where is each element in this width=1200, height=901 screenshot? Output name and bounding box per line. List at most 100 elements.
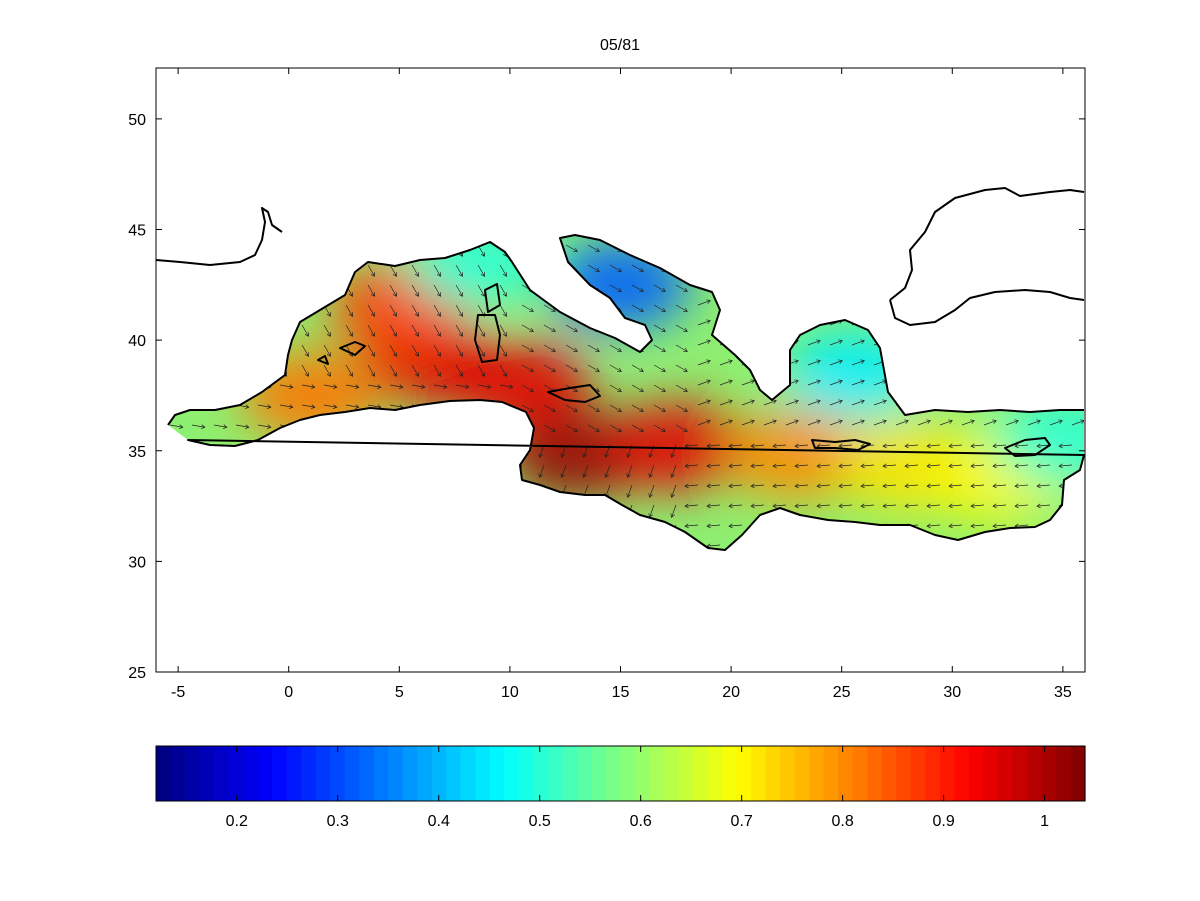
velocity-arrow bbox=[983, 399, 997, 406]
velocity-arrow bbox=[323, 524, 338, 530]
velocity-arrow bbox=[257, 364, 265, 377]
velocity-arrow bbox=[517, 544, 523, 550]
velocity-arrow bbox=[631, 404, 644, 412]
velocity-arrow bbox=[543, 264, 556, 272]
velocity-arrow bbox=[235, 284, 243, 297]
velocity-arrow bbox=[904, 503, 919, 509]
velocity-arrow bbox=[433, 324, 441, 337]
velocity-arrow bbox=[279, 264, 287, 277]
velocity-arrow bbox=[367, 484, 382, 490]
velocity-arrow bbox=[807, 279, 821, 286]
velocity-arrow bbox=[538, 504, 545, 518]
velocity-arrow bbox=[433, 524, 448, 530]
velocity-arrow bbox=[816, 543, 831, 549]
colorbar-segment bbox=[199, 746, 215, 801]
velocity-arrow bbox=[411, 424, 426, 430]
velocity-arrow bbox=[926, 503, 941, 509]
velocity-arrow bbox=[235, 324, 243, 337]
colorbar-segment bbox=[939, 746, 955, 801]
velocity-arrow bbox=[1005, 359, 1019, 366]
colorbar-segment bbox=[156, 746, 172, 801]
velocity-arrow bbox=[631, 284, 644, 292]
velocity-arrow bbox=[345, 244, 353, 257]
velocity-arrow bbox=[455, 344, 463, 357]
velocity-arrow bbox=[873, 239, 887, 246]
velocity-arrow bbox=[301, 244, 309, 257]
velocity-arrow bbox=[235, 264, 243, 277]
velocity-arrow bbox=[323, 324, 331, 337]
velocity-arrow bbox=[367, 264, 375, 277]
velocity-arrow bbox=[543, 404, 556, 412]
colorbar-frame bbox=[155, 745, 1086, 802]
colorbar-segment bbox=[185, 746, 201, 801]
velocity-arrow bbox=[433, 504, 448, 510]
velocity-arrow bbox=[684, 523, 699, 529]
colorbar-segment bbox=[1012, 746, 1028, 801]
colorbar-segment bbox=[562, 746, 578, 801]
velocity-arrow bbox=[367, 324, 375, 337]
velocity-arrow bbox=[719, 279, 733, 286]
colorbar-segment bbox=[925, 746, 941, 801]
velocity-arrow bbox=[345, 304, 353, 317]
velocity-arrow bbox=[477, 524, 492, 530]
velocity-arrow bbox=[895, 259, 909, 266]
velocity-arrow bbox=[560, 524, 567, 538]
velocity-arrow bbox=[1071, 419, 1084, 426]
velocity-arrow bbox=[807, 419, 821, 426]
colorbar-segment bbox=[693, 746, 709, 801]
velocity-arrow bbox=[587, 424, 600, 432]
velocity-arrow bbox=[684, 463, 699, 469]
velocity-arrow bbox=[538, 444, 545, 458]
velocity-arrow bbox=[785, 299, 799, 306]
velocity-arrow bbox=[433, 544, 448, 550]
velocity-arrow bbox=[345, 444, 360, 450]
velocity-arrow bbox=[807, 359, 821, 366]
mediterranean-coast bbox=[167, 234, 1085, 551]
velocity-arrow bbox=[565, 284, 578, 292]
velocity-arrow bbox=[1005, 259, 1019, 266]
velocity-arrow bbox=[477, 424, 492, 430]
velocity-arrow bbox=[631, 304, 644, 312]
velocity-arrow bbox=[948, 443, 963, 449]
velocity-arrow bbox=[582, 524, 589, 538]
velocity-arrow bbox=[648, 464, 655, 478]
velocity-arrow bbox=[741, 399, 755, 406]
velocity-arrow bbox=[169, 424, 184, 430]
velocity-arrow bbox=[213, 384, 228, 390]
colorbar-segment bbox=[388, 746, 404, 801]
velocity-arrow bbox=[1071, 379, 1084, 386]
velocity-arrow bbox=[653, 284, 666, 292]
velocity-arrow bbox=[301, 484, 316, 490]
velocity-arrow bbox=[882, 503, 897, 509]
velocity-arrow bbox=[851, 259, 865, 266]
velocity-arrow bbox=[961, 419, 975, 426]
velocity-arrow bbox=[970, 503, 985, 509]
velocity-arrow bbox=[587, 344, 600, 352]
velocity-arrow bbox=[367, 424, 382, 430]
velocity-arrow bbox=[213, 504, 228, 510]
velocity-arrow bbox=[829, 279, 843, 286]
velocity-arrow bbox=[728, 443, 743, 449]
velocity-arrow bbox=[499, 524, 514, 530]
velocity-arrow bbox=[587, 264, 600, 272]
velocity-arrow bbox=[279, 484, 294, 490]
velocity-arrow bbox=[411, 364, 419, 377]
velocity-arrow bbox=[433, 424, 448, 430]
velocity-arrow bbox=[587, 404, 600, 412]
velocity-arrow bbox=[697, 359, 711, 366]
velocity-arrow bbox=[706, 523, 721, 529]
velocity-arrow bbox=[873, 259, 887, 266]
black-sea-coast bbox=[889, 187, 1085, 326]
velocity-arrow bbox=[499, 484, 514, 490]
velocity-arrow bbox=[763, 379, 777, 386]
velocity-arrow bbox=[807, 379, 821, 386]
velocity-arrow bbox=[257, 284, 265, 297]
velocity-arrow bbox=[301, 544, 316, 550]
velocity-arrow bbox=[389, 524, 404, 530]
velocity-arrow bbox=[257, 544, 272, 550]
velocity-arrow bbox=[543, 244, 556, 252]
velocity-arrow bbox=[895, 299, 909, 306]
velocity-arrow bbox=[389, 264, 397, 277]
velocity-arrow bbox=[323, 464, 338, 470]
velocity-arrow bbox=[521, 364, 534, 372]
